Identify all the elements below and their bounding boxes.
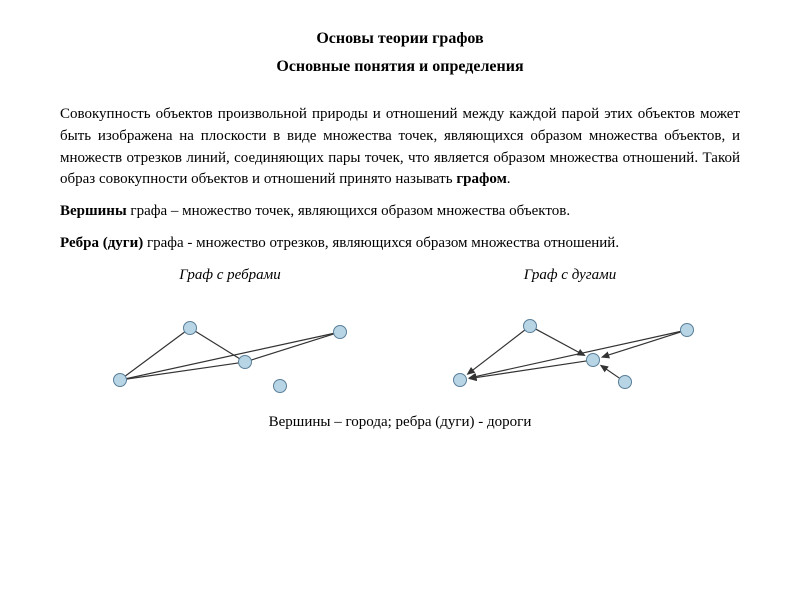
p1-bold: графом xyxy=(456,171,506,187)
figure-left: Граф с ребрами xyxy=(80,267,380,410)
title-main: Основы теории графов xyxy=(60,30,740,48)
figure-right-caption: Граф с дугами xyxy=(420,267,720,284)
bottom-caption: Вершины – города; ребра (дуги) - дороги xyxy=(60,414,740,431)
p3-rest: графа - множество отрезков, являющихся о… xyxy=(143,235,619,251)
p3-bold: Ребра (дуги) xyxy=(60,235,143,251)
paragraph-vertices: Вершины графа – множество точек, являющи… xyxy=(60,201,740,223)
paragraph-intro: Совокупность объектов произвольной приро… xyxy=(60,104,740,191)
p1-pre: Совокупность объектов произвольной приро… xyxy=(60,106,740,187)
paragraph-edges: Ребра (дуги) графа - множество отрезков,… xyxy=(60,233,740,255)
figure-right: Граф с дугами xyxy=(420,267,720,410)
title-sub: Основные понятия и определения xyxy=(60,58,740,76)
graph-right-svg xyxy=(425,290,715,405)
p2-bold: Вершины xyxy=(60,203,127,219)
p1-post: . xyxy=(507,171,511,187)
p2-rest: графа – множество точек, являющихся обра… xyxy=(127,203,570,219)
figure-left-caption: Граф с ребрами xyxy=(80,267,380,284)
graph-left-svg xyxy=(85,290,375,405)
